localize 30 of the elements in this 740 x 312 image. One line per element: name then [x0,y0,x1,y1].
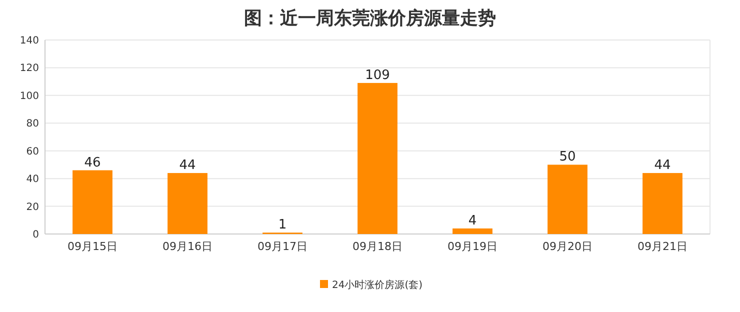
bar [72,170,112,234]
bar [358,82,398,234]
data-label: 44 [654,158,671,174]
y-tick-label: 60 [26,146,39,158]
data-label: 1 [278,218,287,233]
y-tick-label: 80 [26,118,39,130]
x-tick-label: 09月19日 [448,240,498,253]
bar [642,173,682,234]
x-tick-label: 09月18日 [352,240,402,253]
data-label: 46 [84,155,101,170]
bar [548,164,588,234]
y-tick-label: 140 [20,36,39,46]
y-tick-label: 120 [20,63,39,74]
data-label: 109 [365,68,390,83]
bar [168,173,208,234]
y-tick-label: 100 [20,90,39,102]
bar [452,228,492,234]
y-tick-label: 40 [26,174,39,186]
legend-label: 24小时涨价房源(套) [332,279,423,291]
chart-title: 图：近一周东莞涨价房源量走势 [244,8,496,29]
x-tick-label: 09月16日 [162,240,212,253]
x-tick-label: 09月20日 [542,240,592,253]
data-label: 4 [468,213,477,228]
x-tick-label: 09月21日 [638,240,688,253]
x-tick-label: 09月15日 [68,240,118,253]
data-label: 50 [559,150,576,165]
y-tick-label: 20 [26,202,39,213]
y-tick-label: 0 [32,230,39,240]
data-label: 44 [179,158,196,174]
x-tick-label: 09月17日 [258,240,308,253]
